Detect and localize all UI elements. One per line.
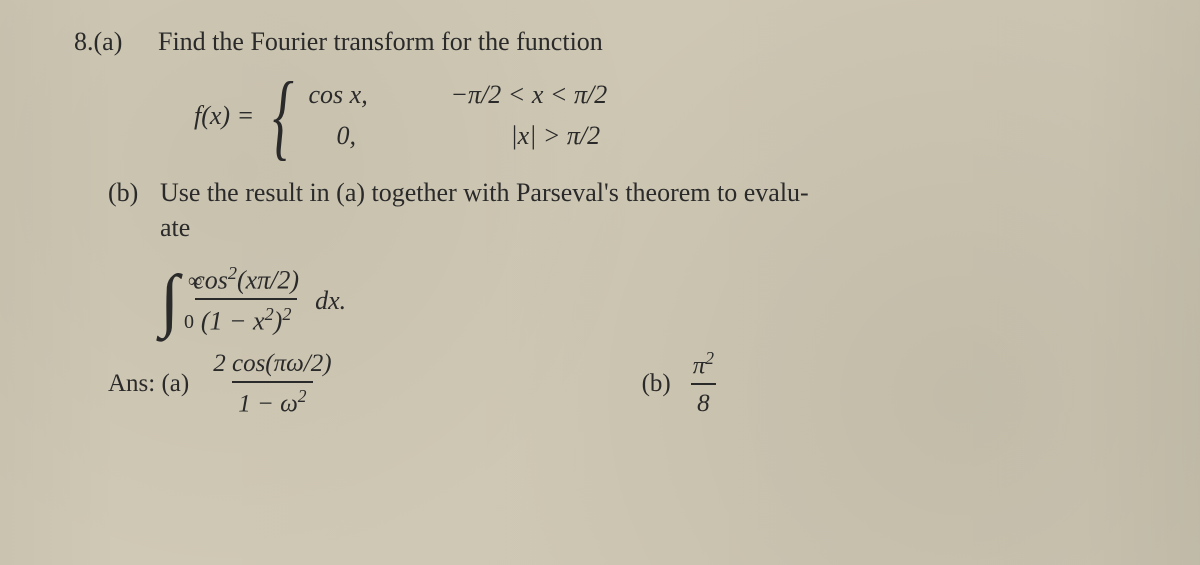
text-b-line1: Use the result in (a) together with Pars… <box>160 175 1150 210</box>
integral-upper: ∞ <box>188 274 202 288</box>
integral-dx: dx. <box>315 283 346 318</box>
piecewise-function: f(x) = { cos x, −π/2 < x < π/2 0, |x| > … <box>194 77 1150 153</box>
ans-b-num-exp: 2 <box>705 348 714 368</box>
problem-line-b: (b) Use the result in (a) together with … <box>108 175 1150 421</box>
integrand-numerator: cos2(xπ/2) <box>187 261 305 298</box>
answer-a-numerator: 2 cos(πω/2) <box>207 347 337 381</box>
part-b-content: Use the result in (a) together with Pars… <box>160 175 1150 421</box>
answer-a-fraction: 2 cos(πω/2) 1 − ω2 <box>207 347 337 421</box>
problem-number: 8.(a) <box>74 24 158 59</box>
num-exp: 2 <box>228 263 237 283</box>
case1-value: cos x, <box>309 77 429 112</box>
case2-value: 0, <box>309 118 457 153</box>
text-b-line2: ate <box>160 210 1150 245</box>
integrand-fraction: cos2(xπ/2) (1 − x2)2 <box>187 261 305 339</box>
piecewise-cases: cos x, −π/2 < x < π/2 0, |x| > π/2 <box>309 77 608 153</box>
den-inner-exp: 2 <box>265 304 274 324</box>
answer-label-a: Ans: (a) <box>108 367 189 401</box>
answer-a-denominator: 1 − ω2 <box>232 381 312 421</box>
case1-condition: −π/2 < x < π/2 <box>429 77 608 112</box>
answer-b-denominator: 8 <box>691 383 716 421</box>
answer-b-fraction: π2 8 <box>687 347 720 421</box>
answer-b-numerator: π2 <box>687 347 720 383</box>
ans-b-num-base: π <box>693 352 706 379</box>
integral-sign-icon: ∫ 0 ∞ <box>160 276 179 325</box>
answers-row: Ans: (a) 2 cos(πω/2) 1 − ω2 (b) π2 8 <box>108 347 1150 421</box>
den-lead: (1 − x <box>201 307 265 336</box>
integral-lower: 0 <box>184 315 194 329</box>
integrand-denominator: (1 − x2)2 <box>195 298 298 339</box>
piecewise-case-1: cos x, −π/2 < x < π/2 <box>309 77 608 112</box>
problem-text-a: Find the Fourier transform for the funct… <box>158 24 1150 59</box>
integral-expression: ∫ 0 ∞ cos2(xπ/2) (1 − x2)2 dx. <box>160 261 1150 339</box>
den-outer-exp: 2 <box>282 304 291 324</box>
ans-a-den-lead: 1 − ω <box>238 390 298 417</box>
case2-condition: |x| > π/2 <box>457 118 601 153</box>
piecewise-lhs: f(x) = <box>194 98 254 133</box>
problem-line-a: 8.(a) Find the Fourier transform for the… <box>74 24 1150 59</box>
ans-a-den-exp: 2 <box>298 386 307 406</box>
left-brace-icon: { <box>273 82 294 149</box>
piecewise-case-2: 0, |x| > π/2 <box>309 118 608 153</box>
num-arg: (xπ/2) <box>237 266 299 295</box>
answer-label-b: (b) <box>642 367 671 401</box>
